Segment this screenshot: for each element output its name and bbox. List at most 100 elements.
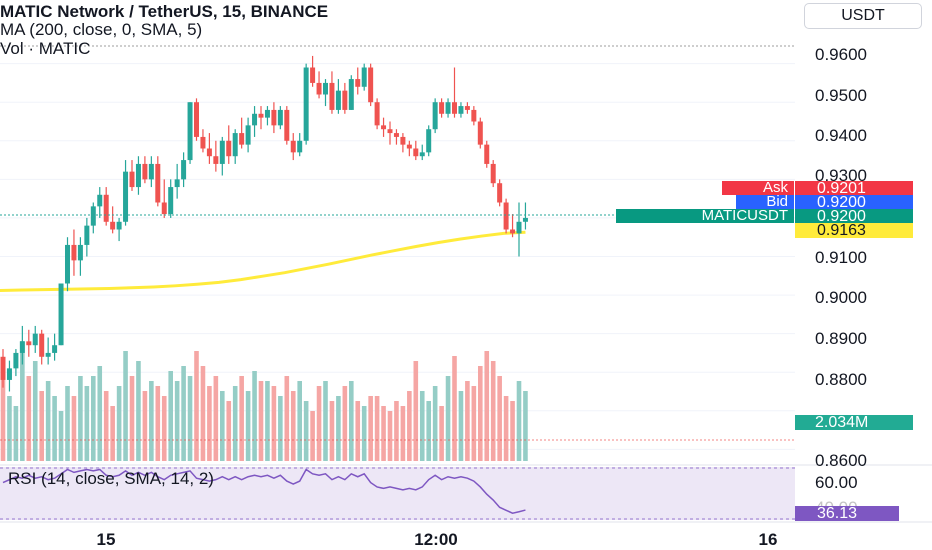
candle-body xyxy=(452,102,457,114)
last-price-tag: 0.9200 xyxy=(795,209,913,225)
volume-bar xyxy=(226,401,232,461)
candle-body xyxy=(161,202,167,215)
volume-bar xyxy=(220,391,225,461)
candle-body xyxy=(206,148,212,157)
rsi-value-tag: 36.13 xyxy=(795,506,899,522)
candle-body xyxy=(290,140,296,153)
volume-bar xyxy=(349,381,354,461)
volume-bar xyxy=(329,401,335,461)
volume-bar xyxy=(161,396,167,461)
candle-body xyxy=(400,136,406,145)
ma-indicator-label[interactable]: MA (200, close, 0, SMA, 5) xyxy=(0,20,203,39)
volume-bar xyxy=(458,391,464,461)
candle-body xyxy=(155,163,161,203)
volume-bar xyxy=(381,406,386,461)
candle-body xyxy=(258,113,264,118)
volume-bar xyxy=(432,386,438,461)
candle-body xyxy=(71,244,77,261)
candle-body xyxy=(348,79,354,110)
volume-bar xyxy=(419,391,425,461)
candle-body xyxy=(503,202,509,230)
volume-bar xyxy=(45,381,51,461)
candle-body xyxy=(142,163,148,180)
volume-bars xyxy=(0,341,528,461)
price-label: 0.8800 xyxy=(815,370,867,389)
volume-bar xyxy=(400,406,406,461)
volume-bar xyxy=(20,341,25,461)
price-axis[interactable]: 0.9600 0.9500 0.9400 0.9300 0.9100 0.900… xyxy=(815,45,867,470)
candle-body xyxy=(19,341,25,353)
volume-bar xyxy=(252,371,257,461)
volume-bar xyxy=(342,386,348,461)
volume-bar xyxy=(439,406,444,461)
volume-bar xyxy=(174,381,180,461)
candle-body xyxy=(148,163,154,180)
candle-body xyxy=(129,171,135,188)
symbol-label-tag: MATICUSDT xyxy=(616,208,794,223)
volume-bar xyxy=(239,376,244,461)
volume-bar xyxy=(497,376,502,461)
ma-price-tag: 0.9163 xyxy=(795,223,913,239)
volume-bar xyxy=(78,376,83,461)
volume-bar xyxy=(516,381,522,461)
candle-body xyxy=(368,67,374,103)
volume-bar xyxy=(136,361,141,461)
volume-bar xyxy=(297,381,302,461)
rsi-line xyxy=(2,468,526,514)
candle-body xyxy=(381,125,387,130)
volume-bar xyxy=(278,396,283,461)
volume-bar xyxy=(368,396,373,461)
volume-bar xyxy=(149,381,154,461)
volume-bar xyxy=(0,371,6,461)
candle-body xyxy=(245,125,251,145)
volume-bar xyxy=(478,366,483,461)
candle-body xyxy=(187,102,193,161)
volume-bar xyxy=(103,391,109,461)
candle-body xyxy=(26,341,32,346)
price-label: 0.9400 xyxy=(815,126,867,145)
candle-body xyxy=(271,109,277,126)
candle-body xyxy=(426,129,432,153)
candle-body xyxy=(522,217,528,222)
rsi-axis-label: 60.00 xyxy=(815,473,858,492)
ask-price-tag: 0.9201 xyxy=(795,181,913,197)
volume-bar xyxy=(129,376,135,461)
candle-body xyxy=(45,352,51,357)
candle-body xyxy=(181,160,187,180)
candle-body xyxy=(90,206,96,226)
volume-bar xyxy=(110,406,115,461)
candle-body xyxy=(135,163,141,188)
ma-line xyxy=(0,230,526,292)
candle-body xyxy=(406,144,412,149)
currency-button[interactable]: USDT xyxy=(804,3,922,29)
candle-body xyxy=(464,106,470,110)
volume-bar xyxy=(426,401,431,461)
price-label: 0.9100 xyxy=(815,248,867,267)
volume-bar xyxy=(316,386,322,461)
volume-bar xyxy=(407,391,412,461)
volume-bar xyxy=(490,361,496,461)
candle-body xyxy=(445,102,451,114)
candle-body xyxy=(6,368,12,380)
candle-body xyxy=(439,102,445,114)
candle-body xyxy=(174,179,180,188)
price-label: 0.9300 xyxy=(815,166,867,185)
time-axis[interactable]: 15 12:00 16 xyxy=(97,530,778,549)
candle-body xyxy=(297,140,303,153)
candle-body xyxy=(123,171,129,222)
time-label: 12:00 xyxy=(414,530,457,549)
volume-bar xyxy=(207,386,212,461)
volume-indicator-label[interactable]: Vol · MATIC xyxy=(0,39,91,58)
candle-body xyxy=(335,90,341,110)
volume-bar xyxy=(84,386,90,461)
volume-bar xyxy=(91,376,96,461)
volume-bar xyxy=(258,381,264,461)
volume-bar xyxy=(7,396,12,461)
candle-body xyxy=(484,144,490,164)
time-label: 16 xyxy=(759,530,778,549)
candle-body xyxy=(32,333,38,346)
volume-bar xyxy=(232,386,238,461)
volume-bar xyxy=(213,376,219,461)
rsi-indicator-label[interactable]: RSI (14, close, SMA, 14, 2) xyxy=(8,469,214,488)
